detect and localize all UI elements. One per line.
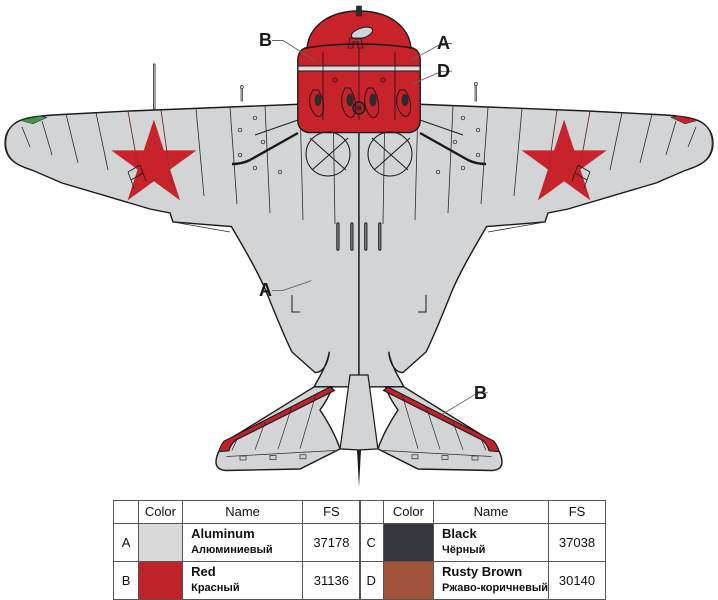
svg-text:A: A [259, 280, 272, 300]
svg-text:A: A [437, 33, 450, 53]
svg-text:B: B [259, 30, 272, 50]
svg-text:B: B [474, 383, 487, 403]
svg-text:D: D [437, 61, 450, 81]
